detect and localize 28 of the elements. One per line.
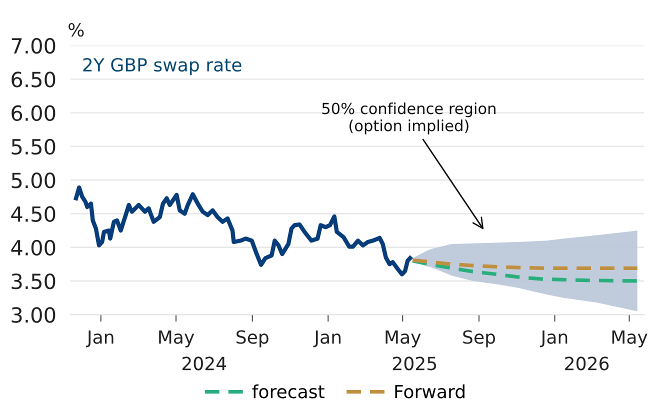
y-axis-title: % <box>68 23 84 37</box>
y-tick-label: 7.00 <box>12 38 56 54</box>
y-tick-label: 5.50 <box>12 138 56 155</box>
line-series <box>410 259 640 283</box>
legend-label: forecast <box>252 384 324 398</box>
x-tick-label: Sep <box>236 330 268 348</box>
y-tick-label: 4.00 <box>11 240 56 256</box>
x-tick-label: Jan <box>313 330 341 348</box>
y-tick-label: 3.50 <box>12 273 56 290</box>
legend-label: Forward <box>395 384 464 398</box>
x-tick-label: May <box>159 330 194 348</box>
line-series <box>410 258 640 270</box>
text: 2Y GBP swap rate <box>83 58 242 76</box>
y-tick-label: 6.00 <box>12 105 56 122</box>
y-tick-label: 5.00 <box>12 172 56 188</box>
y-tick-label: 3.00 <box>12 307 56 323</box>
x-tick-label: May <box>612 330 648 348</box>
y-tick-label: 4.50 <box>11 206 56 222</box>
x-tick-label: May <box>386 330 421 348</box>
text: 2026 <box>565 356 609 370</box>
line-series <box>74 185 412 276</box>
x-tick-label: Jan <box>86 330 114 348</box>
y-tick-label: 6.50 <box>12 72 56 88</box>
x-tick-label: Jan <box>540 330 568 348</box>
text: 2025 <box>393 356 436 370</box>
text: 2024 <box>182 356 226 370</box>
x-tick-label: Sep <box>463 330 496 348</box>
annotation: 50% confidence region (option implied) <box>322 102 496 134</box>
